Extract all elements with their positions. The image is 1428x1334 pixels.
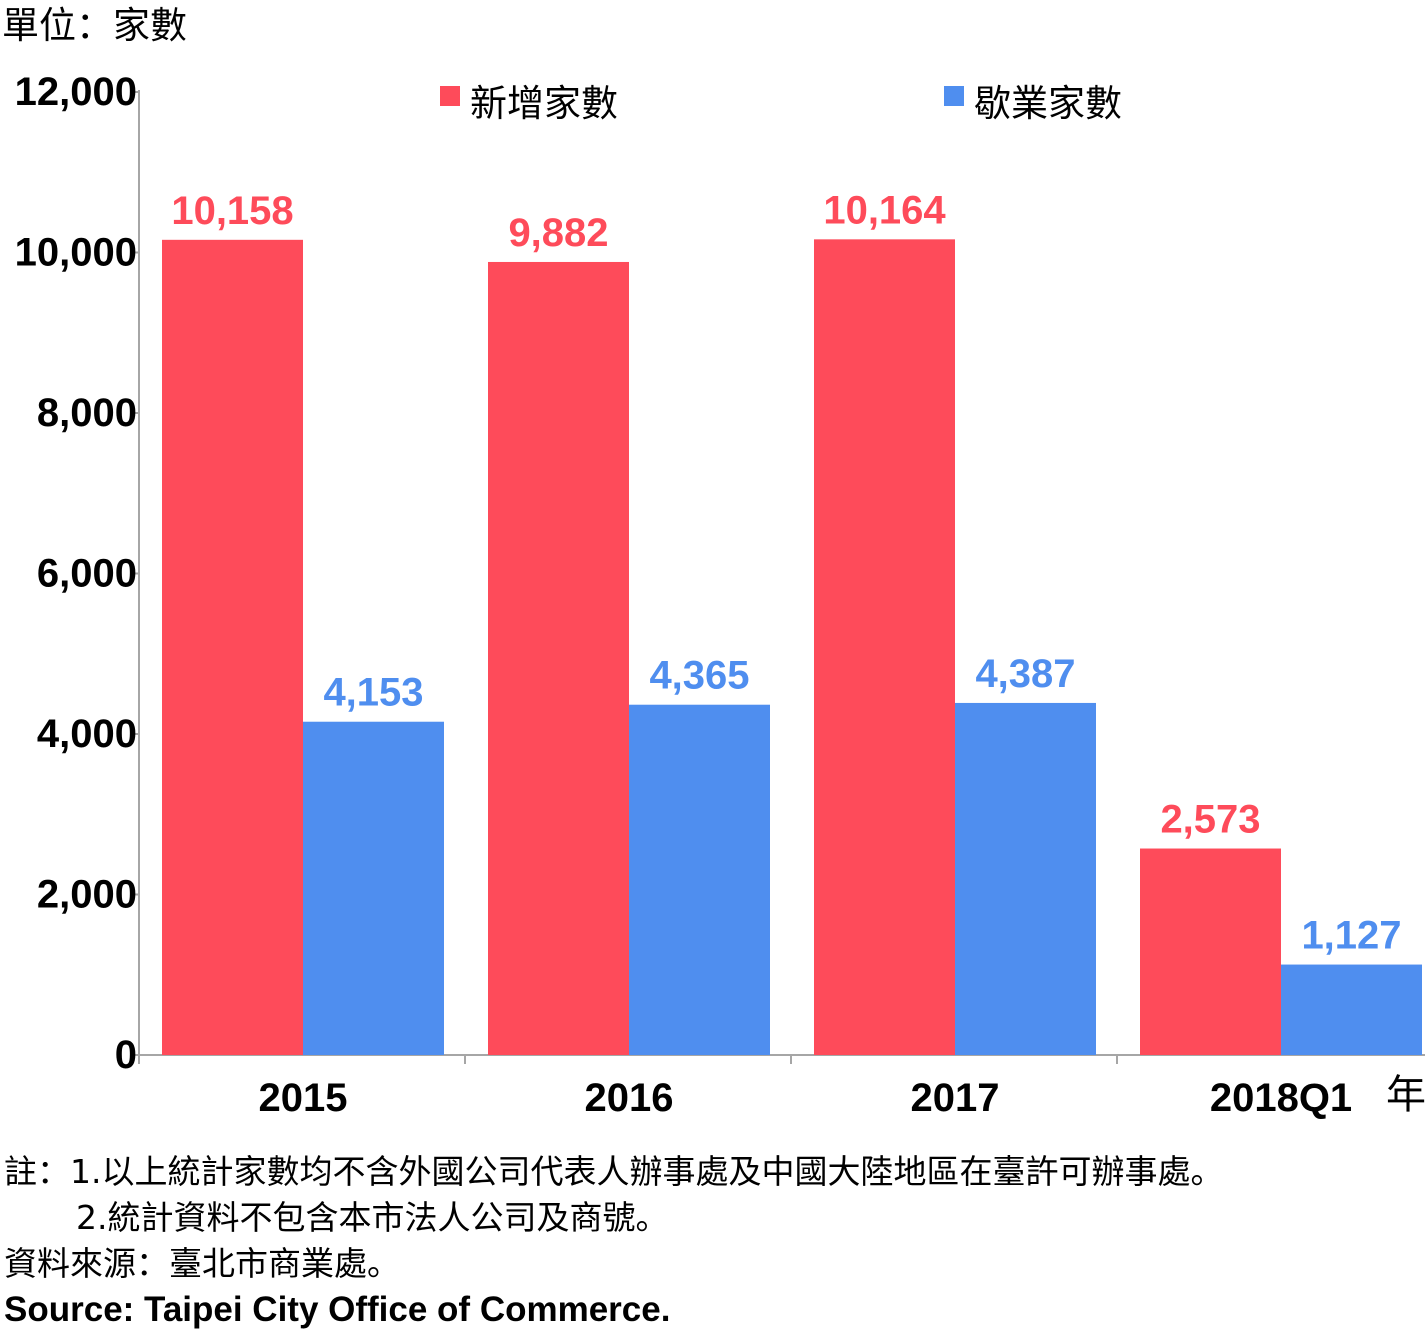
bar-new-2018Q1 [1140, 848, 1281, 1055]
y-tick-label: 2,000 [37, 873, 137, 917]
y-tick-label: 6,000 [37, 552, 137, 596]
y-tick-label: 10,000 [15, 231, 137, 275]
bar-closed-2017 [955, 702, 1096, 1055]
y-tick-label: 4,000 [37, 712, 137, 756]
data-label: 9,882 [508, 211, 608, 255]
legend-label: 歇業家數 [974, 82, 1122, 125]
source-en: Source: Taipei City Office of Commerce. [4, 1290, 671, 1329]
x-tick-label: 2017 [911, 1076, 1000, 1120]
data-label: 10,164 [823, 188, 946, 232]
bar-closed-2016 [629, 704, 770, 1055]
x-tick-label: 2015 [259, 1076, 348, 1120]
data-label: 10,158 [171, 189, 293, 233]
bar-new-2015 [162, 239, 303, 1055]
y-unit-label: 單位：家數 [2, 4, 187, 47]
data-label: 2,573 [1160, 798, 1260, 842]
bar-new-2017 [814, 239, 955, 1056]
x-tick-label: 2018Q1 [1210, 1076, 1352, 1120]
legend-swatch [944, 86, 964, 106]
bar-closed-2015 [303, 721, 444, 1055]
legend-label: 新增家數 [470, 82, 618, 125]
data-label: 4,387 [975, 652, 1075, 696]
data-label: 1,127 [1301, 914, 1401, 958]
source-zh: 資料來源：臺北市商業處。 [4, 1244, 400, 1283]
legend-swatch [440, 86, 460, 106]
x-tick-label: 2016 [585, 1076, 674, 1120]
data-label: 4,153 [323, 671, 423, 715]
y-tick-label: 8,000 [37, 391, 137, 435]
bar-closed-2018Q1 [1281, 964, 1422, 1055]
note-line-1: 註：1.以上統計家數均不含外國公司代表人辦事處及中國大陸地區在臺許可辦事處。 [4, 1152, 1224, 1191]
data-label: 4,365 [649, 654, 749, 698]
x-unit-label: 年 [1386, 1072, 1426, 1118]
bar-chart: 單位：家數 0 2,000 4,000 6,000 8,000 10,000 12,000 10… [2, 4, 1426, 1120]
bar-new-2016 [488, 261, 629, 1056]
note-line-2: 2.統計資料不包含本市法人公司及商號。 [76, 1198, 669, 1237]
y-tick-label: 12,000 [15, 70, 137, 114]
y-tick-label: 0 [115, 1033, 137, 1077]
